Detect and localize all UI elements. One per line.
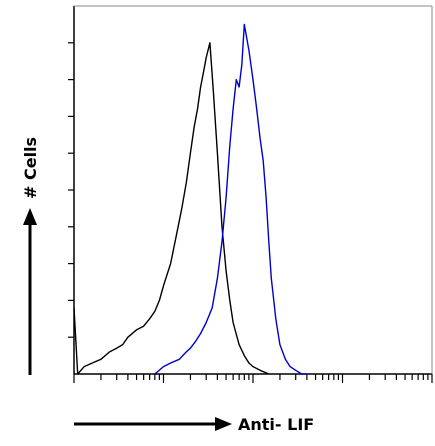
series-line-1 [154, 23, 307, 375]
y-axis-arrow [23, 208, 37, 375]
x-axis-ticks [73, 374, 433, 383]
plot-frame [73, 5, 433, 375]
y-axis-ticks [68, 42, 74, 338]
series-line-0 [73, 42, 270, 375]
x-axis-arrow [74, 417, 232, 431]
y-axis-label: # Cells [21, 137, 40, 199]
x-axis-label: Anti- LIF [238, 415, 314, 434]
series-group [73, 23, 307, 375]
